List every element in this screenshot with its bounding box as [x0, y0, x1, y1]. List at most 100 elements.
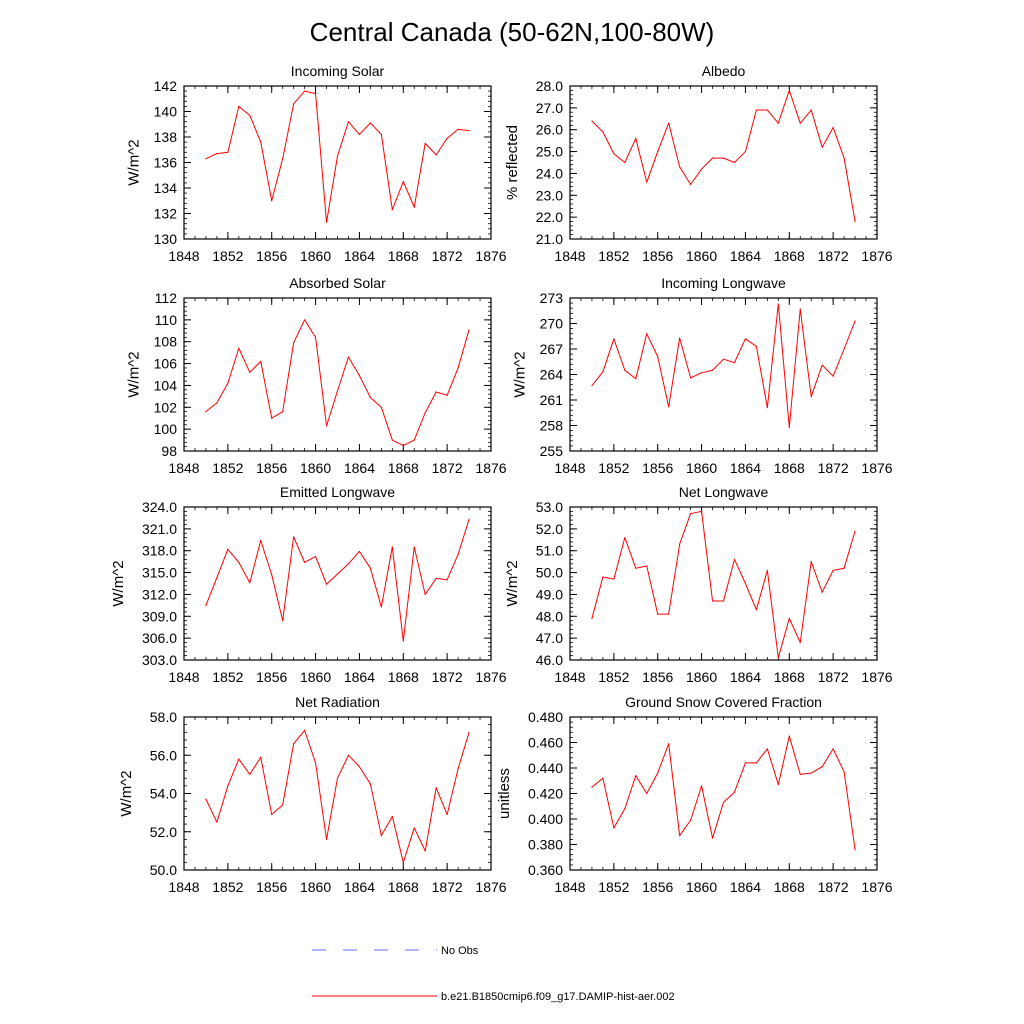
data-point — [249, 582, 251, 584]
x-tick-label: 1856 — [256, 879, 287, 895]
panel-emitted-longwave: 1848 1852 1856 1860 1864 1868 1872 1876 303.0 306… — [110, 484, 507, 685]
x-tick-label: 1868 — [388, 460, 419, 476]
legend: No Obs b.e21.B1850cmip6.f09_g17.DAMIP-hi… — [312, 945, 675, 1003]
panel-title: Ground Snow Covered Fraction — [625, 694, 822, 710]
data-point — [657, 613, 659, 615]
legend-label-model: b.e21.B1850cmip6.f09_g17.DAMIP-hist-aer.… — [441, 991, 675, 1003]
data-point — [766, 407, 768, 409]
y-tick-label: 25.0 — [536, 144, 563, 160]
data-point — [733, 362, 736, 364]
data-point — [446, 394, 448, 396]
x-tick-label: 1872 — [432, 460, 463, 476]
x-tick-label: 1876 — [861, 669, 892, 685]
data-point — [249, 114, 251, 116]
y-tick-label: 112 — [155, 290, 178, 306]
data-point — [613, 827, 615, 829]
data-point — [821, 364, 823, 366]
data-point — [293, 103, 295, 105]
data-point — [380, 406, 382, 408]
data-point — [260, 141, 262, 143]
x-tick-label: 1876 — [475, 248, 506, 264]
y-tick-label: 315.0 — [142, 565, 177, 581]
panel-absorbed-solar: 1848 1852 1856 1860 1864 1868 1872 1876 98 100 102… — [126, 275, 507, 476]
panel-grid: 1848 1852 1856 1860 1864 1868 1872 1876 130 132 13… — [110, 63, 893, 895]
data-point — [700, 372, 703, 374]
data-point — [711, 369, 714, 371]
data-point — [238, 347, 240, 349]
data-point — [602, 777, 604, 779]
data-point — [788, 735, 790, 737]
panel-title: Incoming Longwave — [661, 275, 786, 291]
data-point — [711, 837, 714, 839]
x-tick-label: 1868 — [388, 879, 419, 895]
y-tick-label: 110 — [155, 312, 178, 328]
plot-frame — [183, 716, 492, 871]
data-point — [624, 369, 626, 371]
panel-incoming-longwave: 1848 1852 1856 1860 1864 1868 1872 1876 255 258 26… — [512, 275, 893, 476]
x-tick-label: 1856 — [256, 248, 287, 264]
x-tick-label: 1876 — [861, 460, 892, 476]
x-tick-label: 1860 — [300, 879, 331, 895]
y-tick-label: 312.0 — [142, 586, 177, 602]
data-point — [635, 378, 637, 380]
x-tick-label: 1864 — [730, 248, 761, 264]
x-tick-label: 1860 — [686, 460, 717, 476]
y-tick-label: 50.0 — [150, 862, 177, 878]
plot-frame — [183, 85, 492, 240]
data-point — [391, 439, 393, 441]
data-point — [216, 402, 218, 404]
y-axis-label: W/m^2 — [126, 139, 143, 185]
data-point — [424, 412, 426, 414]
data-point — [591, 120, 593, 122]
x-tick-label: 1868 — [388, 669, 419, 685]
data-point — [733, 791, 736, 793]
data-point — [722, 801, 725, 804]
data-point — [755, 609, 757, 611]
data-point — [788, 426, 790, 428]
data-point — [369, 567, 371, 569]
data-point — [799, 641, 801, 644]
y-tick-label: 324.0 — [142, 499, 177, 515]
data-point — [799, 122, 801, 124]
data-point — [468, 329, 470, 331]
y-tick-label: 104 — [154, 377, 178, 393]
plot-frame — [569, 716, 878, 871]
data-point — [205, 604, 207, 606]
x-tick-label: 1860 — [686, 669, 717, 685]
y-tick-label: 46.0 — [536, 652, 563, 668]
panel-albedo: 1848 1852 1856 1860 1864 1868 1872 1876 21.0 22.0… — [504, 63, 893, 264]
x-tick-label: 1872 — [818, 460, 849, 476]
y-tick-label: 22.0 — [536, 209, 563, 225]
data-point — [777, 122, 779, 124]
data-point — [358, 133, 361, 136]
data-point — [821, 766, 823, 768]
panel-title: Albedo — [702, 63, 746, 79]
data-point — [304, 729, 306, 731]
data-point — [755, 762, 757, 764]
x-tick-label: 1856 — [642, 460, 673, 476]
data-point — [457, 367, 459, 369]
data-point — [722, 600, 725, 602]
data-point — [799, 308, 801, 310]
data-point — [205, 158, 207, 160]
data-point — [744, 762, 747, 764]
data-point — [282, 411, 284, 413]
data-point — [679, 337, 681, 339]
data-point — [358, 766, 361, 768]
data-point — [635, 567, 637, 569]
data-point — [435, 154, 437, 156]
plot-frame — [569, 85, 878, 240]
y-tick-label: 56.0 — [150, 747, 177, 763]
x-tick-label: 1852 — [598, 879, 629, 895]
data-point — [435, 577, 437, 580]
y-tick-label: 24.0 — [536, 165, 563, 181]
x-tick-label: 1864 — [730, 460, 761, 476]
x-tick-label: 1848 — [554, 460, 585, 476]
panel-title: Absorbed Solar — [289, 275, 386, 291]
data-point — [613, 338, 615, 340]
data-point — [690, 819, 692, 821]
plot-frame — [183, 506, 492, 661]
y-axis-label: W/m^2 — [110, 560, 127, 606]
x-tick-label: 1852 — [212, 669, 243, 685]
data-point — [646, 181, 648, 183]
